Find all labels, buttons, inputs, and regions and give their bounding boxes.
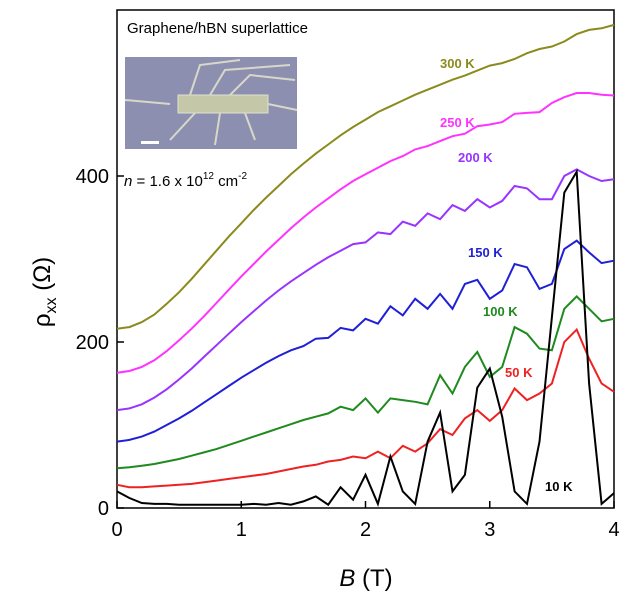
y-axis-subscript: xx (43, 297, 60, 313)
x-tick-label: 0 (111, 519, 122, 541)
scale-bar (141, 141, 159, 144)
x-axis-symbol: B (339, 565, 355, 592)
inset-device (177, 94, 269, 114)
x-tick-label: 2 (360, 519, 371, 541)
y-tick-label: 0 (98, 498, 109, 520)
series-line (116, 327, 615, 489)
series-line (116, 23, 615, 330)
series-label: 50 K (505, 365, 533, 380)
x-axis-unit: (T) (355, 565, 392, 592)
annotation-unit-exponent: -2 (238, 171, 247, 182)
series-line (116, 239, 615, 443)
series-label: 200 K (458, 150, 493, 165)
y-axis-symbol: ρ (29, 313, 56, 327)
series-label: 100 K (483, 304, 518, 319)
annotation-symbol: n (124, 173, 132, 190)
series-label: 150 K (468, 245, 503, 260)
series-label: 300 K (440, 56, 475, 71)
annotation-unit: cm (214, 173, 238, 190)
y-tick-label: 200 (76, 332, 109, 354)
y-tick-label: 400 (76, 166, 109, 188)
annotation-exponent: 12 (203, 171, 215, 182)
x-axis-label: B (T) (339, 565, 392, 592)
annotation-text: = 1.6 x 10 (132, 173, 202, 190)
y-axis-label: ρxx (Ω) (29, 257, 60, 327)
x-tick-label: 1 (236, 519, 247, 541)
y-axis-unit: (Ω) (29, 257, 56, 298)
series-line (116, 294, 615, 470)
series-line (116, 168, 615, 412)
series-label: 10 K (545, 479, 573, 494)
x-tick-label: 4 (608, 519, 619, 541)
annotation: n = 1.6 x 1012 cm-2 (124, 171, 247, 190)
series-line (116, 92, 615, 374)
x-tick-label: 3 (484, 519, 495, 541)
series-line (116, 168, 615, 507)
inset-leads (124, 59, 298, 146)
chart-title: Graphene/hBN superlattice (127, 20, 308, 37)
series-label: 250 K (440, 115, 475, 130)
